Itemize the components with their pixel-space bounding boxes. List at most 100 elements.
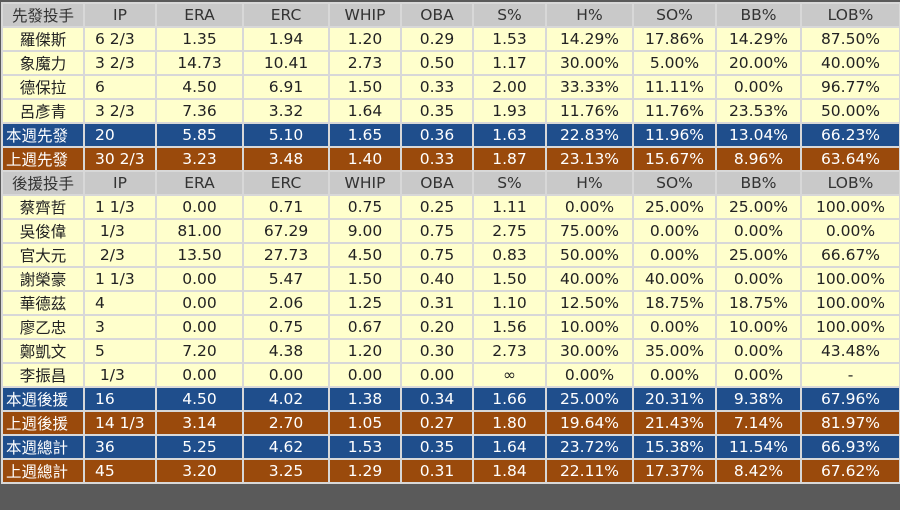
cell-erc: 5.10 bbox=[242, 122, 330, 148]
cell-bb-pct: 25.00% bbox=[715, 194, 802, 220]
cell-h-pct: 12.50% bbox=[545, 290, 634, 316]
player-row: 羅傑斯 6 2/3 1.35 1.94 1.20 0.29 1.53 14.29% 17.86%… bbox=[1, 26, 900, 52]
cell-era: 14.73 bbox=[155, 50, 244, 76]
cell-whip: 1.40 bbox=[328, 146, 402, 172]
player-row: 呂彥青 3 2/3 7.36 3.32 1.64 0.35 1.93 11.76% 11.76%… bbox=[1, 98, 900, 124]
cell-s-pct: ∞ bbox=[472, 362, 547, 388]
cell-s-pct: 0.83 bbox=[472, 242, 547, 268]
cell-s-pct: 1.50 bbox=[472, 266, 547, 292]
cell-h-pct: 75.00% bbox=[545, 218, 634, 244]
cell-bb-pct: 13.04% bbox=[715, 122, 802, 148]
this-week-total-row: 本週總計 36 5.25 4.62 1.53 0.35 1.64 23.72% 15.38% 11… bbox=[1, 434, 900, 460]
player-row: 德保拉 6 4.50 6.91 1.50 0.33 2.00 33.33% 11.11% 0.00… bbox=[1, 74, 900, 100]
cell-so-pct: 17.86% bbox=[632, 26, 717, 52]
cell-ip: IP bbox=[83, 170, 157, 196]
cell-s-pct: S% bbox=[472, 170, 547, 196]
last-week-total-row: 上週總計 45 3.20 3.25 1.29 0.31 1.84 22.11% 17.37% 8.… bbox=[1, 458, 900, 484]
cell-h-pct: 0.00% bbox=[545, 194, 634, 220]
cell-h-pct: 30.00% bbox=[545, 50, 634, 76]
cell-h-pct: 22.83% bbox=[545, 122, 634, 148]
cell-lob-pct: 100.00% bbox=[800, 266, 900, 292]
cell-oba: 0.25 bbox=[400, 194, 474, 220]
cell-lob-pct: 66.67% bbox=[800, 242, 900, 268]
cell-oba: 0.40 bbox=[400, 266, 474, 292]
player-row: 官大元 2/3 13.50 27.73 4.50 0.75 0.83 50.00% 0.00%… bbox=[1, 242, 900, 268]
cell-era: 7.36 bbox=[155, 98, 244, 124]
cell-whip: 1.65 bbox=[328, 122, 402, 148]
cell-era: 81.00 bbox=[155, 218, 244, 244]
cell-era: 3.20 bbox=[155, 458, 244, 484]
cell-s-pct: 1.64 bbox=[472, 434, 547, 460]
row-label: 羅傑斯 bbox=[1, 26, 85, 52]
cell-bb-pct: 7.14% bbox=[715, 410, 802, 436]
cell-ip: 3 bbox=[83, 314, 157, 340]
cell-ip: 5 bbox=[83, 338, 157, 364]
cell-so-pct: SO% bbox=[632, 2, 717, 28]
cell-era: 0.00 bbox=[155, 290, 244, 316]
cell-bb-pct: 8.42% bbox=[715, 458, 802, 484]
cell-erc: 10.41 bbox=[242, 50, 330, 76]
cell-whip: 1.50 bbox=[328, 74, 402, 100]
cell-bb-pct: 25.00% bbox=[715, 242, 802, 268]
cell-era: 0.00 bbox=[155, 314, 244, 340]
cell-erc: 3.48 bbox=[242, 146, 330, 172]
cell-ip: 20 bbox=[83, 122, 157, 148]
cell-era: 4.50 bbox=[155, 386, 244, 412]
cell-ip: 2/3 bbox=[83, 242, 157, 268]
cell-bb-pct: 23.53% bbox=[715, 98, 802, 124]
cell-s-pct: 2.75 bbox=[472, 218, 547, 244]
cell-so-pct: 20.31% bbox=[632, 386, 717, 412]
cell-whip: 1.64 bbox=[328, 98, 402, 124]
cell-oba: 0.31 bbox=[400, 458, 474, 484]
cell-era: 0.00 bbox=[155, 266, 244, 292]
row-label: 吳俊偉 bbox=[1, 218, 85, 244]
section-header-row: 先發投手 IP ERA ERC WHIP OBA S% H% SO% BB% LOB% bbox=[1, 2, 900, 28]
this-week-total-row: 本週先發 20 5.85 5.10 1.65 0.36 1.63 22.83% 11.96% 13… bbox=[1, 122, 900, 148]
cell-bb-pct: 20.00% bbox=[715, 50, 802, 76]
cell-ip: 6 2/3 bbox=[83, 26, 157, 52]
cell-ip: 1 1/3 bbox=[83, 266, 157, 292]
cell-ip: 1 1/3 bbox=[83, 194, 157, 220]
this-week-total-row: 本週後援 16 4.50 4.02 1.38 0.34 1.66 25.00% 20.31% 9.… bbox=[1, 386, 900, 412]
cell-era: ERA bbox=[155, 2, 244, 28]
cell-ip: 14 1/3 bbox=[83, 410, 157, 436]
cell-bb-pct: 18.75% bbox=[715, 290, 802, 316]
cell-oba: 0.20 bbox=[400, 314, 474, 340]
cell-lob-pct: 67.62% bbox=[800, 458, 900, 484]
cell-h-pct: 0.00% bbox=[545, 362, 634, 388]
cell-oba: 0.31 bbox=[400, 290, 474, 316]
cell-lob-pct: 66.93% bbox=[800, 434, 900, 460]
row-label: 蔡齊哲 bbox=[1, 194, 85, 220]
cell-bb-pct: BB% bbox=[715, 170, 802, 196]
cell-era: 5.85 bbox=[155, 122, 244, 148]
cell-s-pct: 2.73 bbox=[472, 338, 547, 364]
row-label: 華德茲 bbox=[1, 290, 85, 316]
cell-ip: 36 bbox=[83, 434, 157, 460]
cell-bb-pct: 0.00% bbox=[715, 218, 802, 244]
row-label: 廖乙忠 bbox=[1, 314, 85, 340]
cell-whip: 9.00 bbox=[328, 218, 402, 244]
cell-s-pct: 1.53 bbox=[472, 26, 547, 52]
cell-whip: 0.00 bbox=[328, 362, 402, 388]
cell-so-pct: 17.37% bbox=[632, 458, 717, 484]
cell-lob-pct: LOB% bbox=[800, 170, 900, 196]
cell-lob-pct: - bbox=[800, 362, 900, 388]
cell-erc: ERC bbox=[242, 170, 330, 196]
cell-oba: 0.35 bbox=[400, 98, 474, 124]
cell-so-pct: 5.00% bbox=[632, 50, 717, 76]
cell-oba: 0.75 bbox=[400, 242, 474, 268]
cell-erc: 67.29 bbox=[242, 218, 330, 244]
cell-so-pct: 15.67% bbox=[632, 146, 717, 172]
cell-bb-pct: 8.96% bbox=[715, 146, 802, 172]
cell-s-pct: 1.17 bbox=[472, 50, 547, 76]
cell-oba: 0.34 bbox=[400, 386, 474, 412]
cell-era: 0.00 bbox=[155, 362, 244, 388]
cell-era: 4.50 bbox=[155, 74, 244, 100]
cell-so-pct: 11.76% bbox=[632, 98, 717, 124]
cell-oba: 0.50 bbox=[400, 50, 474, 76]
cell-whip: WHIP bbox=[328, 2, 402, 28]
cell-bb-pct: 0.00% bbox=[715, 338, 802, 364]
row-label: 後援投手 bbox=[1, 170, 85, 196]
cell-oba: 0.27 bbox=[400, 410, 474, 436]
row-label: 鄭凱文 bbox=[1, 338, 85, 364]
